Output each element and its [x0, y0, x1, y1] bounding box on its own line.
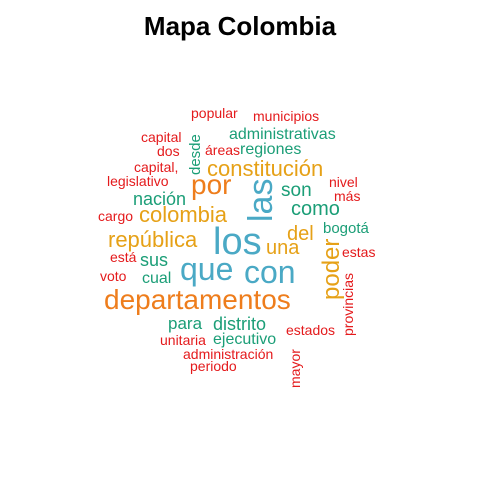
cloud-word: colombia [139, 202, 228, 227]
cloud-word: periodo [190, 358, 237, 374]
cloud-word: regiones [240, 141, 301, 158]
cloud-word: las [242, 179, 280, 222]
cloud-word: una [266, 237, 300, 259]
cloud-word: voto [100, 268, 127, 284]
cloud-word: departamentos [104, 284, 291, 315]
cloud-word: legislativo [107, 173, 169, 189]
cloud-word: poder [318, 239, 345, 300]
cloud-word: como [291, 198, 340, 220]
cloud-word: unitaria [160, 332, 206, 348]
cloud-word: nación [133, 189, 186, 209]
cloud-word: ejecutivo [213, 331, 276, 348]
cloud-word: para [168, 314, 203, 333]
cloud-word: son [281, 180, 312, 201]
cloud-word: cargo [98, 208, 133, 224]
page-title: Mapa Colombia [143, 11, 337, 41]
cloud-word: distrito [213, 314, 266, 334]
cloud-word: está [110, 249, 137, 265]
cloud-word: sus [140, 250, 168, 270]
cloud-word: municipios [253, 108, 319, 124]
cloud-word: más [334, 188, 360, 204]
cloud-word: los [213, 221, 262, 263]
cloud-word: administrativas [229, 126, 336, 143]
cloud-word: cual [142, 270, 171, 287]
cloud-word: nivel [329, 174, 358, 190]
cloud-word: capital, [134, 159, 178, 175]
cloud-word: república [108, 227, 198, 252]
cloud-word: que [180, 251, 233, 287]
cloud-word: constitución [207, 156, 323, 181]
cloud-word: mayor [287, 349, 303, 388]
cloud-word: desde [187, 134, 204, 175]
cloud-word: bogotá [323, 220, 370, 237]
cloud-word: administración [183, 346, 273, 362]
cloud-word: por [191, 169, 231, 200]
cloud-word: capital [141, 129, 181, 145]
cloud-word: estas [342, 244, 375, 260]
cloud-word: áreas [205, 142, 240, 158]
cloud-word: estados [286, 322, 335, 338]
cloud-word: dos [157, 143, 180, 159]
cloud-word: con [244, 254, 296, 290]
cloud-word: del [287, 223, 314, 245]
cloud-word: provincias [340, 273, 356, 336]
cloud-word: popular [191, 105, 238, 121]
